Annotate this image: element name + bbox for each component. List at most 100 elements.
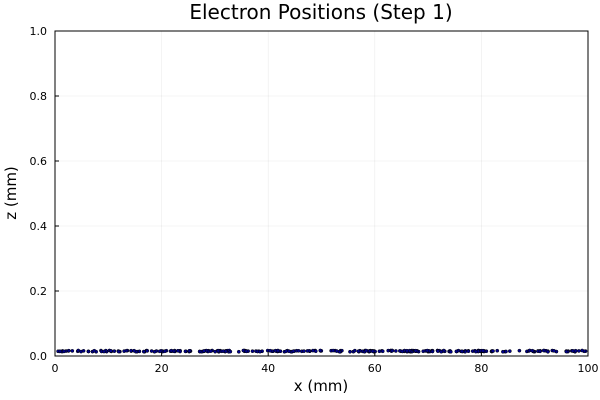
- electron-point: [296, 348, 301, 353]
- x-axis-ticks: 0 20 40 60 80 100: [52, 352, 599, 375]
- electron-point: [116, 349, 121, 354]
- x-tick-label: 100: [578, 362, 599, 375]
- electron-point: [370, 349, 375, 354]
- electron-point: [244, 349, 249, 354]
- x-tick-label: 40: [261, 362, 275, 375]
- electron-point: [501, 349, 505, 354]
- electron-point: [250, 349, 255, 354]
- electron-point: [425, 348, 430, 353]
- electron-point: [287, 349, 292, 354]
- electron-point: [58, 349, 62, 354]
- electron-point: [517, 348, 522, 353]
- electron-point: [112, 349, 117, 354]
- electron-point: [183, 349, 188, 354]
- electron-point: [507, 349, 512, 353]
- electron-point: [394, 349, 398, 353]
- y-tick-label: 0.8: [30, 90, 48, 103]
- electron-point: [176, 348, 180, 353]
- electron-point: [145, 349, 149, 353]
- electron-point: [109, 349, 113, 353]
- electron-point: [364, 348, 369, 353]
- electron-point: [405, 348, 409, 353]
- electron-point: [356, 349, 361, 354]
- electron-point: [305, 349, 310, 353]
- electron-point: [439, 349, 444, 354]
- electron-point: [331, 348, 335, 353]
- electron-point: [573, 348, 578, 353]
- chart-title: Electron Positions (Step 1): [189, 0, 452, 24]
- electron-point: [436, 349, 440, 354]
- electron-point: [129, 348, 133, 353]
- y-tick-label: 0.2: [30, 285, 48, 298]
- y-tick-label: 0.4: [30, 220, 48, 233]
- electron-point: [390, 348, 395, 353]
- electron-point: [313, 349, 318, 354]
- electron-point: [473, 349, 478, 354]
- electron-point: [258, 349, 262, 354]
- electron-point: [466, 349, 471, 354]
- y-axis-ticks: 0.0 0.2 0.4 0.6 0.8 1.0: [30, 25, 59, 363]
- electron-point: [92, 348, 97, 353]
- electron-point: [400, 349, 405, 354]
- electron-point: [187, 348, 192, 353]
- electron-point: [213, 349, 218, 354]
- electron-point: [66, 348, 71, 353]
- electron-point: [552, 348, 556, 353]
- electron-point: [223, 349, 228, 354]
- electron-point: [318, 348, 323, 353]
- electron-point: [430, 349, 435, 354]
- electron-point: [216, 348, 221, 353]
- x-tick-label: 20: [155, 362, 169, 375]
- electron-point: [132, 348, 136, 353]
- electron-point: [541, 348, 546, 353]
- y-tick-label: 1.0: [30, 25, 48, 38]
- electron-point: [81, 349, 86, 353]
- electron-point: [208, 349, 213, 354]
- electron-point: [268, 348, 272, 353]
- y-tick-label: 0.6: [30, 155, 48, 168]
- electron-point: [495, 348, 500, 353]
- electron-point: [169, 348, 174, 353]
- electron-point: [102, 349, 106, 354]
- electron-point: [380, 349, 385, 354]
- electron-point: [530, 348, 535, 353]
- grid: [54, 30, 589, 357]
- electron-point: [162, 349, 167, 354]
- electron-point: [377, 349, 382, 354]
- x-tick-label: 80: [474, 362, 488, 375]
- electron-point: [236, 349, 241, 354]
- electron-point: [141, 349, 146, 354]
- electron-point: [576, 349, 581, 353]
- electron-point: [86, 349, 91, 354]
- x-tick-label: 0: [52, 362, 59, 375]
- y-axis-label: z (mm): [2, 166, 20, 220]
- electron-point: [124, 348, 129, 353]
- electron-point: [149, 349, 154, 353]
- electron-point: [460, 349, 464, 354]
- electron-point: [337, 349, 342, 354]
- plot-frame: [54, 30, 589, 357]
- electron-point: [197, 349, 202, 354]
- electron-point: [276, 348, 280, 353]
- electron-point: [546, 349, 550, 354]
- electron-point: [564, 349, 569, 354]
- electron-point: [353, 348, 357, 353]
- electron-point: [413, 348, 418, 353]
- electron-point: [62, 349, 66, 354]
- electron-point: [70, 349, 75, 353]
- x-tick-label: 60: [368, 362, 382, 375]
- electron-point: [291, 349, 296, 354]
- electron-point: [481, 348, 485, 353]
- electron-point: [538, 349, 542, 354]
- electron-point: [348, 349, 352, 354]
- electron-point: [157, 349, 162, 354]
- electron-point: [491, 349, 495, 353]
- electron-point: [504, 349, 508, 354]
- electron-point: [580, 348, 584, 353]
- y-tick-label: 0.0: [30, 350, 48, 363]
- scatter-points: [56, 348, 588, 354]
- electron-point: [302, 349, 306, 353]
- electron-point: [228, 349, 233, 354]
- electron-point: [202, 349, 206, 353]
